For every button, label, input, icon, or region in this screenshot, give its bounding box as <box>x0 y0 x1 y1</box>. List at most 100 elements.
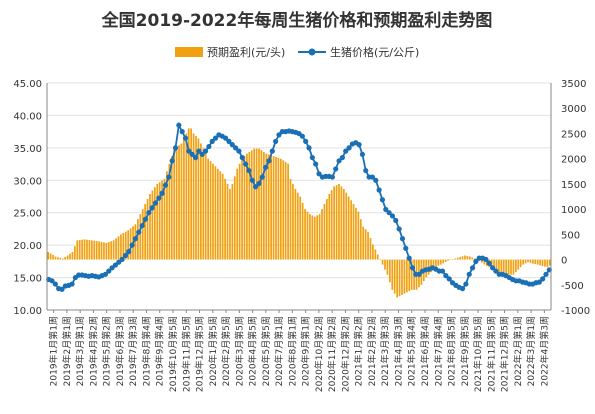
profit-bar <box>265 153 268 260</box>
profit-bar <box>500 259 503 273</box>
profit-bar <box>149 193 151 260</box>
x-tick-label: 2020年8月第1周 <box>286 316 298 386</box>
profit-tick-label: -500 <box>561 281 584 292</box>
price-point <box>246 167 252 174</box>
profit-bar <box>289 178 292 260</box>
profit-bar <box>502 259 505 274</box>
profit-bar <box>224 178 226 260</box>
price-point <box>406 255 412 261</box>
profit-bar <box>207 158 209 260</box>
profit-bar <box>117 236 120 260</box>
profit-bar <box>338 183 340 260</box>
profit-bar <box>95 241 98 260</box>
profit-bar <box>396 259 398 298</box>
profit-bar <box>47 251 50 260</box>
profit-bar <box>105 242 108 260</box>
profit-bar <box>170 156 173 260</box>
profit-bar <box>493 259 495 270</box>
price-point <box>146 210 152 216</box>
profit-bar <box>408 259 411 292</box>
profit-bar <box>318 214 321 260</box>
profit-bar <box>510 259 512 275</box>
profit-bar <box>209 161 212 260</box>
profit-bar <box>127 230 130 260</box>
profit-bar <box>483 259 486 265</box>
profit-bar <box>546 259 549 268</box>
profit-bar <box>74 246 76 260</box>
profit-bar <box>78 240 81 260</box>
profit-bar <box>71 251 74 260</box>
price-point <box>222 135 229 141</box>
profit-bar <box>231 183 234 260</box>
profit-bar <box>241 158 243 260</box>
price-point <box>202 148 209 154</box>
profit-bar <box>238 163 241 260</box>
price-point <box>543 271 549 277</box>
profit-bar <box>115 238 117 260</box>
profit-bar <box>54 256 57 260</box>
profit-bar <box>175 146 178 260</box>
profit-bar <box>531 259 534 264</box>
profit-tick-label: 500 <box>561 230 580 241</box>
price-tick-label: 35.00 <box>13 144 42 155</box>
profit-bar <box>326 199 328 260</box>
profit-bar <box>398 259 401 297</box>
price-point <box>189 151 195 157</box>
price-point <box>182 135 189 141</box>
price-series-line <box>48 122 551 291</box>
profit-bar <box>90 240 93 260</box>
price-point <box>209 138 215 144</box>
profit-bar <box>59 257 62 260</box>
profit-bar <box>284 162 287 260</box>
price-point <box>306 145 312 151</box>
price-point <box>156 195 162 201</box>
price-point <box>266 158 272 164</box>
profit-axis: -1000 -500 0 500 1000 1500 2000 2500 3000 3500 <box>550 79 590 317</box>
price-point <box>52 281 58 287</box>
profit-bar <box>197 138 200 260</box>
price-point <box>316 171 322 177</box>
price-point <box>336 158 342 164</box>
price-point <box>409 265 416 271</box>
price-point <box>243 161 249 167</box>
price-point <box>59 286 65 292</box>
profit-bar <box>304 209 306 260</box>
x-tick-label: 2020年11月第2周 <box>326 316 338 392</box>
profit-tick-label: 3500 <box>561 79 586 90</box>
legend-line-label: 生猪价格(元/公斤) <box>330 45 419 59</box>
profit-bar <box>166 171 168 260</box>
profit-bar <box>187 128 190 260</box>
x-tick-label: 2020年10月第2周 <box>313 316 325 392</box>
profit-bar <box>464 255 466 260</box>
profit-tick-label: 2500 <box>561 129 586 140</box>
profit-bar <box>66 255 69 260</box>
profit-bar <box>263 151 265 260</box>
price-point <box>273 138 279 144</box>
x-tick-label: 2022年2月第1周 <box>512 316 524 386</box>
x-tick-label: 2021年2月第2周 <box>366 316 378 386</box>
price-point <box>129 242 135 248</box>
profit-bar <box>183 138 185 260</box>
profit-bar <box>548 259 551 266</box>
price-point <box>176 122 182 128</box>
profit-bar <box>309 214 311 260</box>
profit-bar <box>236 168 239 260</box>
profit-bar <box>158 182 161 260</box>
price-point <box>196 148 202 154</box>
profit-bar <box>146 199 149 260</box>
price-point <box>339 154 345 161</box>
profit-bar <box>442 259 445 264</box>
profit-bar <box>299 196 302 260</box>
profit-bar <box>282 160 285 260</box>
profit-bar <box>139 214 142 260</box>
profit-bar <box>275 156 277 260</box>
profit-bar <box>384 259 386 270</box>
price-point <box>313 161 319 167</box>
price-point <box>199 151 205 157</box>
profit-bar <box>328 193 331 260</box>
price-point <box>473 258 479 264</box>
profit-bar <box>367 231 369 260</box>
x-tick-label: 2021年4月第3周 <box>393 316 405 386</box>
profit-bar <box>454 258 457 260</box>
profit-bar <box>323 204 326 260</box>
